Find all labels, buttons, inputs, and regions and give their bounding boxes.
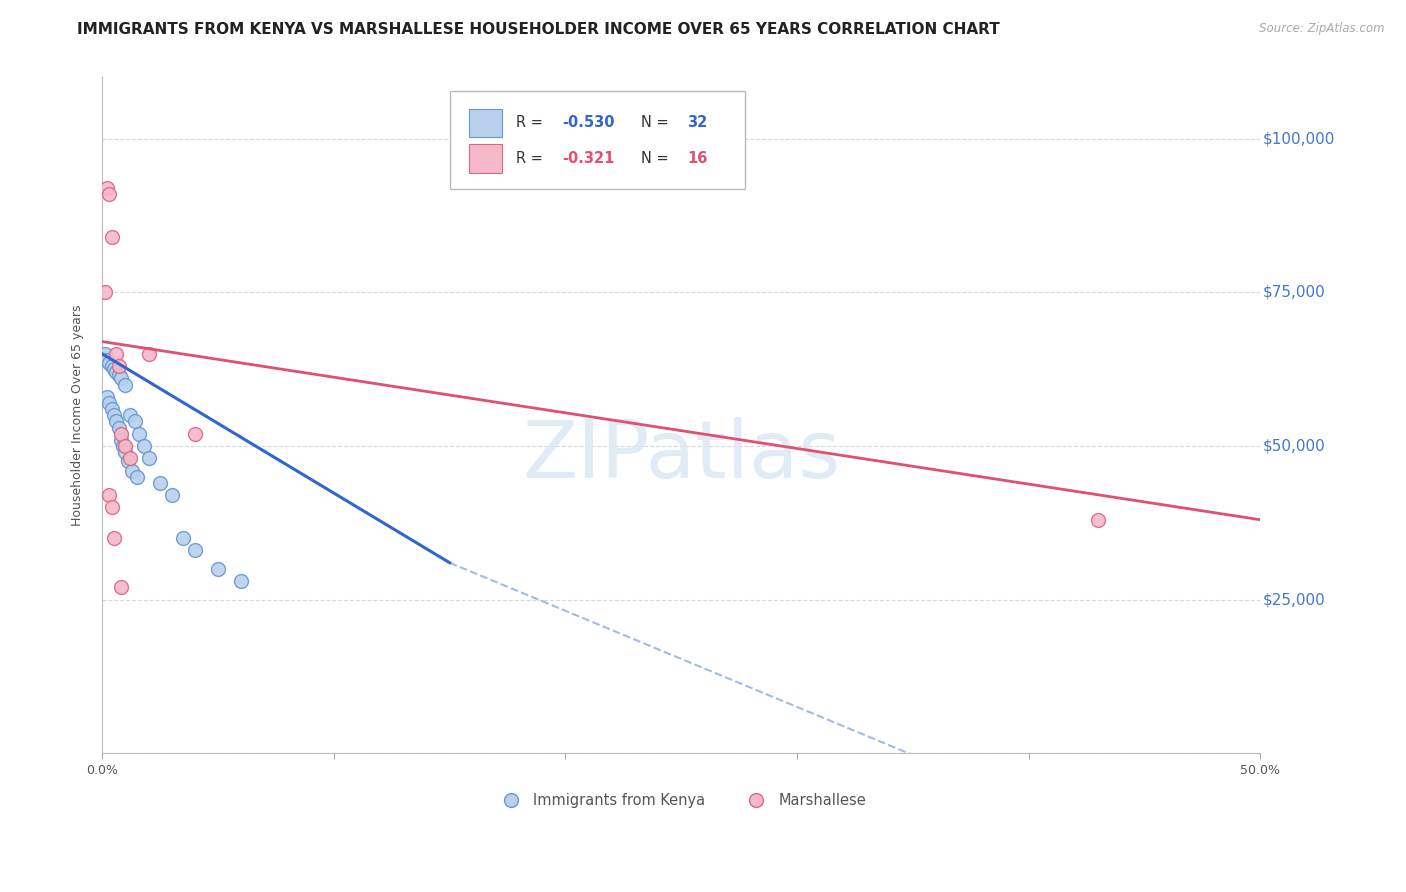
Point [132, 439, 155, 453]
Y-axis label: Householder Income Over 65 years: Householder Income Over 65 years [72, 304, 84, 526]
Text: R =: R = [516, 151, 547, 166]
Point [98, 187, 121, 202]
Point [114, 377, 136, 392]
Point [93, 285, 115, 300]
Point [231, 574, 253, 589]
Point [121, 464, 143, 478]
Point [125, 469, 148, 483]
Point [114, 439, 136, 453]
Point [120, 451, 142, 466]
FancyBboxPatch shape [450, 91, 745, 189]
Text: $50,000: $50,000 [1263, 439, 1326, 453]
Text: -0.530: -0.530 [562, 115, 614, 130]
Point [100, 230, 122, 244]
Point [105, 365, 128, 379]
Point [105, 347, 128, 361]
Point [110, 371, 132, 385]
Point [103, 409, 125, 423]
Point [100, 402, 122, 417]
Point [98, 356, 121, 370]
Text: R =: R = [516, 115, 547, 130]
Point [96, 353, 118, 368]
Text: $100,000: $100,000 [1263, 131, 1334, 146]
Point [103, 531, 125, 545]
Point [112, 439, 135, 453]
Point [107, 368, 129, 383]
Point [184, 426, 207, 441]
Point [110, 580, 132, 594]
Bar [470, 109, 502, 136]
Bar [470, 145, 502, 173]
Point [120, 409, 142, 423]
Point [100, 359, 122, 373]
Point [107, 359, 129, 373]
Legend: Immigrants from Kenya, Marshallese: Immigrants from Kenya, Marshallese [491, 787, 872, 814]
Point [184, 543, 207, 558]
Text: $25,000: $25,000 [1263, 592, 1326, 607]
Point [96, 181, 118, 195]
Point [124, 414, 146, 428]
Text: 32: 32 [688, 115, 707, 130]
Point [160, 488, 183, 502]
Point [110, 426, 132, 441]
Point [103, 362, 125, 376]
Point [100, 500, 122, 515]
Point [138, 347, 160, 361]
Point [98, 488, 121, 502]
Text: 16: 16 [688, 151, 707, 166]
Point [96, 390, 118, 404]
Point [149, 475, 172, 490]
Point [128, 426, 150, 441]
Point [138, 451, 160, 466]
Text: IMMIGRANTS FROM KENYA VS MARSHALLESE HOUSEHOLDER INCOME OVER 65 YEARS CORRELATIO: IMMIGRANTS FROM KENYA VS MARSHALLESE HOU… [77, 22, 1000, 37]
Point [117, 454, 139, 468]
Point [98, 396, 121, 410]
Text: $75,000: $75,000 [1263, 285, 1326, 300]
Point [110, 433, 132, 447]
Text: N =: N = [641, 115, 673, 130]
Point [1087, 513, 1109, 527]
Point [172, 531, 194, 545]
Text: N =: N = [641, 151, 673, 166]
Text: -0.321: -0.321 [562, 151, 614, 166]
Text: Source: ZipAtlas.com: Source: ZipAtlas.com [1260, 22, 1385, 36]
Point [107, 420, 129, 434]
Point [93, 347, 115, 361]
Point [105, 414, 128, 428]
Point [207, 562, 229, 576]
Point [114, 445, 136, 459]
Text: ZIPatlas: ZIPatlas [522, 417, 841, 495]
